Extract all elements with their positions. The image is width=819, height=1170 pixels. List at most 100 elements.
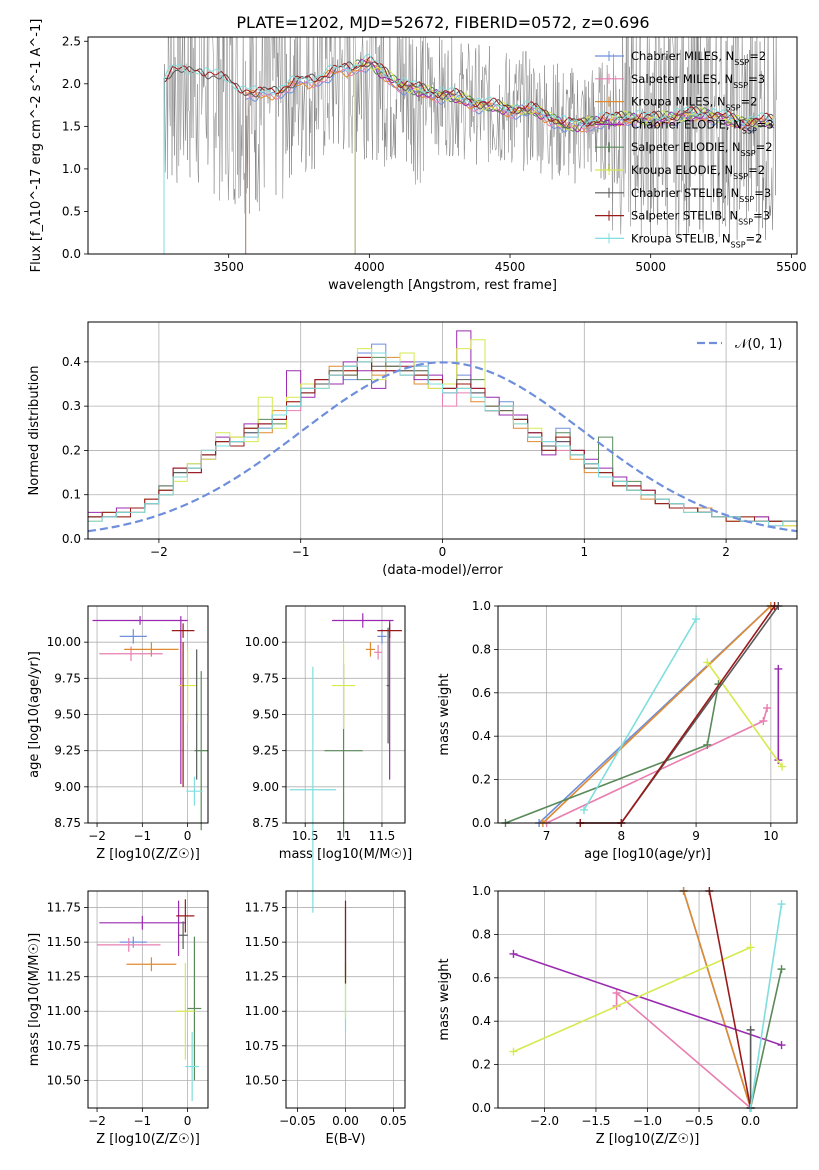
y-tick-label: 0.5 — [62, 204, 81, 218]
plus-marker — [777, 1041, 786, 1050]
mass-vs-Z-axes: −2 −1 0 10.50 10.75 11.00 11.25 11.50 11.75 Z [lo… — [27, 890, 209, 1147]
y-tick-label: 11.25 — [47, 970, 81, 984]
y-tick-label: 10.00 — [245, 635, 279, 649]
figure-title: PLATE=1202, MJD=52672, FIBERID=0572, z=0… — [236, 13, 649, 32]
y-tick-label: 9.00 — [252, 780, 279, 794]
x-tick-label: 1 — [580, 545, 588, 559]
massweight-vs-age-lines — [501, 602, 787, 827]
x-tick-label: 3500 — [213, 260, 244, 274]
series-line — [749, 968, 783, 1109]
x-tick-label: 10.5 — [292, 829, 319, 843]
x-tick-label: −2 — [150, 545, 168, 559]
age-vs-mass-points — [289, 613, 402, 913]
series-line — [542, 605, 772, 824]
series-line — [749, 903, 783, 1109]
series-line — [121, 59, 775, 254]
series-line — [121, 55, 774, 254]
y-tick-label: 9.00 — [54, 780, 81, 794]
y-axis-label: mass weight — [437, 673, 452, 755]
x-tick-label: 2 — [722, 545, 730, 559]
x-tick-label: 0 — [184, 1114, 192, 1128]
x-tick-label: 7 — [543, 829, 551, 843]
plus-marker — [509, 949, 518, 958]
x-tick-label: 9 — [692, 829, 700, 843]
y-tick-label: 8.75 — [54, 816, 81, 830]
y-tick-label: 10.00 — [47, 635, 81, 649]
x-axis-label: E(B-V) — [325, 1132, 365, 1147]
axes-frame — [497, 605, 798, 824]
y-tick-label: 11.75 — [47, 901, 81, 915]
y-tick-label: 0.8 — [472, 642, 491, 656]
x-tick-label: −1 — [133, 1114, 151, 1128]
x-axis-label: Z [log10(Z/Z☉)] — [596, 1132, 700, 1147]
y-axis-label: age [log10(age/yr)] — [27, 651, 42, 778]
y-tick-label: 0.0 — [472, 816, 491, 830]
series-line — [708, 890, 752, 1109]
plus-marker — [777, 900, 786, 909]
axes-frame — [87, 36, 798, 255]
y-tick-label: 1.0 — [62, 162, 81, 176]
y-tick-label: 1.5 — [62, 119, 81, 133]
legend-label: 𝒩(0, 1) — [735, 337, 782, 352]
x-tick-label: −2 — [88, 829, 106, 843]
x-axis-label: age [log10(age/yr)] — [584, 847, 711, 862]
y-axis-label: Normed distribution — [27, 366, 42, 496]
x-tick-label: −1.0 — [633, 1114, 662, 1128]
y-axis-label: Flux [f_λ10^-17 erg cm^-2 s^-1 A^-1] — [29, 19, 44, 273]
x-axis-label: Z [log10(Z/Z☉)] — [96, 847, 200, 862]
y-tick-label: 0.4 — [62, 355, 81, 369]
mass-vs-EBV-axes: −0.05 0.00 0.05 10.50 10.75 11.00 11.25 11.50 11… — [245, 890, 407, 1147]
plus-marker — [746, 943, 755, 952]
y-tick-label: 1.0 — [472, 884, 491, 898]
x-tick-label: −2 — [88, 1114, 106, 1128]
plus-marker — [703, 740, 712, 749]
y-tick-label: 10.50 — [47, 1073, 81, 1087]
legend: Chabrier MILES, NSSP=2 Salpeter MILES, NS… — [595, 49, 774, 249]
legend-label: Kroupa ELODIE, NSSP=2 — [631, 163, 765, 181]
y-tick-label: 9.25 — [54, 744, 81, 758]
axes-frame — [87, 321, 798, 540]
x-tick-label: 10 — [763, 829, 778, 843]
plus-marker — [746, 1025, 755, 1034]
y-tick-label: 0.2 — [472, 773, 491, 787]
y-tick-label: 0.4 — [472, 1014, 491, 1028]
x-tick-label: −1 — [133, 829, 151, 843]
x-tick-label: 0 — [184, 829, 192, 843]
axes-frame — [285, 890, 406, 1109]
y-tick-label: 10.75 — [245, 1039, 279, 1053]
y-tick-label: 9.50 — [252, 708, 279, 722]
spectrum-plot — [121, 37, 777, 254]
y-tick-label: 0.3 — [62, 399, 81, 413]
y-tick-label: 10.75 — [47, 1039, 81, 1053]
y-tick-label: 11.50 — [245, 935, 279, 949]
y-tick-label: 8.75 — [252, 816, 279, 830]
plus-marker — [612, 988, 621, 997]
age-vs-mass-axes: 10.5 11 11.58.759.009.259.509.7510.00mass … — [245, 605, 412, 913]
x-tick-label: 4500 — [495, 260, 526, 274]
y-tick-label: 0.2 — [472, 1058, 491, 1072]
x-axis-label: wavelength [Angstrom, rest frame] — [328, 278, 557, 293]
y-tick-label: 10.50 — [245, 1073, 279, 1087]
x-tick-label: 4000 — [354, 260, 385, 274]
series-line — [580, 605, 779, 824]
y-tick-label: 0.0 — [62, 532, 81, 546]
y-tick-label: 9.75 — [252, 671, 279, 685]
mass-vs-Z-points — [97, 899, 202, 1102]
plus-marker — [774, 664, 783, 673]
spectrum-axes: 3500 4000 4500 5000 5500 0.0 0.5 1.0 1.5 2.0 2.5 wa… — [29, 19, 807, 293]
age-vs-Z-axes: −2 −1 0 8.75 9.00 9.25 9.50 9.75 10.00 Z [log10(Z… — [27, 605, 209, 862]
axes-frame — [87, 605, 209, 824]
y-tick-label: 0.6 — [472, 971, 491, 985]
x-tick-label: 0.0 — [741, 1114, 760, 1128]
gaussian-curve — [87, 361, 798, 533]
axes-frame — [497, 890, 798, 1109]
y-tick-label: 9.50 — [54, 708, 81, 722]
legend-label: Chabrier STELIB, NSSP=3 — [631, 186, 771, 204]
y-tick-label: 2.0 — [62, 77, 81, 91]
plus-marker — [509, 1047, 518, 1056]
residuals-axes: −2 −1 0 1 2 0.0 0.1 0.2 0.3 0.4 (data-model)/error… — [27, 321, 798, 578]
series-line — [682, 890, 752, 1109]
plus-marker — [777, 965, 786, 974]
legend-label: Salpeter STELIB, NSSP=3 — [631, 209, 770, 227]
y-tick-label: 2.5 — [62, 34, 81, 48]
